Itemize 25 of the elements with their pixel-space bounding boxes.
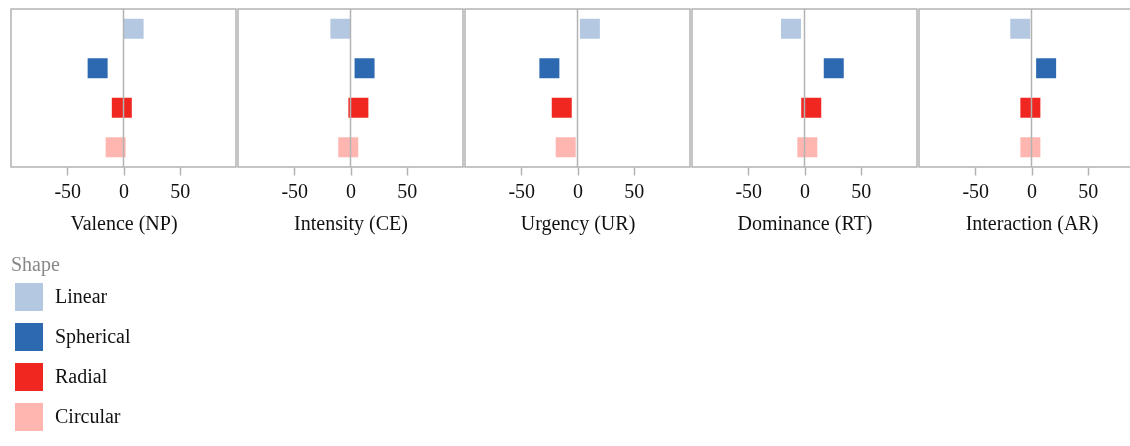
x-axis-title: Valence (NP) [70,211,178,235]
x-axis-title: Intensity (CE) [294,211,408,235]
legend-label: Radial [55,365,108,387]
x-tick-label: 0 [573,179,583,202]
x-tick-label: 50 [1078,179,1099,202]
x-axis-title: Interaction (AR) [965,211,1099,235]
x-tick-label: 50 [170,179,191,202]
x-tick-label: 0 [1027,179,1037,202]
x-tick-label: 0 [800,179,810,202]
x-tick-label: -50 [735,179,763,202]
legend-label: Spherical [55,325,131,348]
x-tick-label: -50 [962,179,990,202]
x-tick-label: 50 [397,179,418,202]
x-tick-label: -50 [508,179,536,202]
x-tick-label: -50 [281,179,309,202]
x-tick-label: 0 [346,179,356,202]
x-tick-label: 50 [624,179,645,202]
legend-title: Shape [11,253,60,276]
x-axis-title: Dominance (RT) [737,211,873,235]
x-tick-label: 50 [851,179,872,202]
x-tick-label: 0 [119,179,129,202]
x-axis-title: Urgency (UR) [520,211,636,235]
legend-label: Circular [55,405,121,427]
legend-label: Linear [55,285,108,307]
x-tick-label: -50 [54,179,82,202]
